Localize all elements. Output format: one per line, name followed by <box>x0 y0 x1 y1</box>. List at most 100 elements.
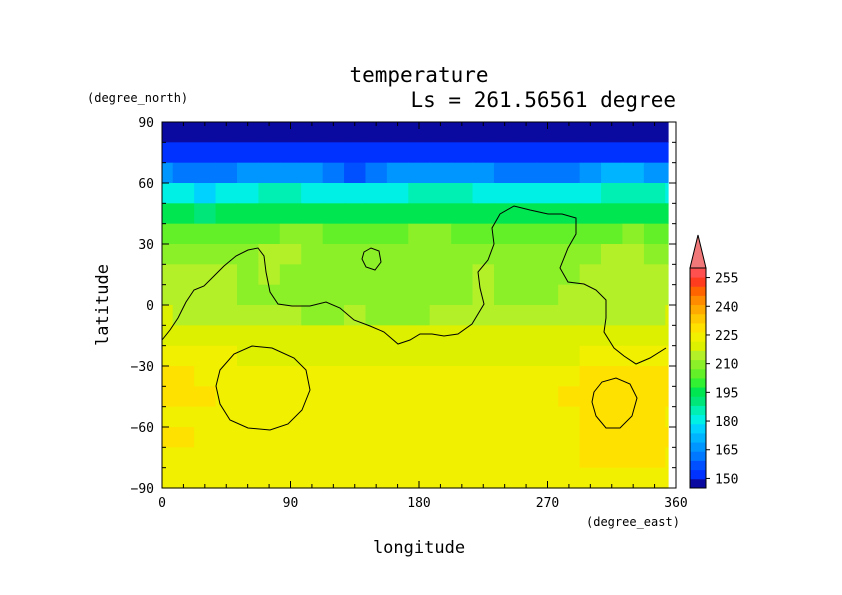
heatmap-cell <box>622 284 645 306</box>
heatmap-cell <box>472 427 495 448</box>
heatmap-cell <box>279 467 302 489</box>
heatmap-cell <box>172 142 195 164</box>
heatmap-cell <box>515 345 538 367</box>
heatmap-cell <box>386 162 409 184</box>
heatmap-cell <box>558 223 581 245</box>
heatmap-cell <box>365 203 388 225</box>
heatmap-cell <box>451 467 474 489</box>
heatmap-cell <box>558 183 581 204</box>
heatmap-cell <box>622 142 645 164</box>
heatmap-cell <box>386 305 409 326</box>
heatmap-cell <box>643 366 666 387</box>
heatmap-cell <box>643 142 666 164</box>
heatmap-cell <box>472 162 495 184</box>
heatmap-cell <box>215 325 238 347</box>
heatmap-cell <box>451 183 474 204</box>
heatmap-cell <box>279 284 302 306</box>
heatmap-cell <box>472 122 495 143</box>
heatmap-cell <box>622 203 645 225</box>
heatmap-cell <box>622 366 645 387</box>
heatmap-cell <box>258 447 281 469</box>
heatmap-cell <box>301 162 324 184</box>
heatmap-cell <box>665 325 669 347</box>
heatmap-cell <box>472 325 495 347</box>
heatmap-cell <box>301 406 324 428</box>
heatmap-cell <box>194 203 217 225</box>
heatmap-cell <box>622 386 645 408</box>
y-tick-label: 90 <box>138 116 154 131</box>
heatmap-cell <box>386 223 409 245</box>
heatmap-cell <box>162 223 174 245</box>
heatmap-cell <box>279 244 302 265</box>
plot-axes: 0 90 180 270 360 90 60 30 0 −30 −60 −90 <box>131 116 688 511</box>
heatmap-cell <box>622 427 645 448</box>
heatmap-cell <box>643 203 666 225</box>
heatmap-cell <box>451 345 474 367</box>
heatmap-cell <box>162 203 174 225</box>
heatmap-cell <box>536 142 559 164</box>
heatmap-cell <box>558 244 581 265</box>
heatmap-cell <box>162 427 174 448</box>
heatmap-cell <box>601 122 624 143</box>
heatmap-cell <box>258 386 281 408</box>
heatmap-cell <box>622 305 645 326</box>
heatmap-cell <box>472 366 495 387</box>
heatmap-cell <box>493 366 516 387</box>
heatmap-cell <box>236 325 259 347</box>
heatmap-cell <box>162 183 174 204</box>
heatmap-cell <box>172 284 195 306</box>
heatmap-cell <box>622 162 645 184</box>
heatmap-cell <box>236 203 259 225</box>
heatmap-cell <box>258 345 281 367</box>
heatmap-cell <box>365 183 388 204</box>
heatmap-cell <box>451 305 474 326</box>
heatmap-cell <box>665 223 669 245</box>
heatmap-cell <box>643 447 666 469</box>
heatmap-cell <box>493 345 516 367</box>
heatmap-cell <box>515 325 538 347</box>
heatmap-cell <box>558 264 581 286</box>
heatmap-cell <box>322 427 345 448</box>
colorbar-swatch <box>690 368 706 379</box>
heatmap-cell <box>258 305 281 326</box>
colorbar-swatch <box>690 286 706 296</box>
heatmap-cell <box>408 183 431 204</box>
heatmap-cell <box>365 142 388 164</box>
heatmap-cell <box>665 122 669 143</box>
heatmap-cell <box>215 244 238 265</box>
heatmap-cell <box>408 467 431 489</box>
heatmap-cell <box>386 183 409 204</box>
heatmap-cell <box>322 122 345 143</box>
heatmap-cell <box>215 223 238 245</box>
heatmap-cell <box>601 162 624 184</box>
heatmap-cell <box>429 427 452 448</box>
heatmap-cell <box>643 467 666 489</box>
colorbar-swatch <box>690 304 706 315</box>
heatmap-cell <box>279 142 302 164</box>
heatmap-cell <box>665 203 669 225</box>
heatmap-cell <box>515 427 538 448</box>
heatmap-cell <box>301 223 324 245</box>
heatmap-cell <box>344 183 367 204</box>
heatmap-cell <box>451 406 474 428</box>
heatmap-cell <box>236 183 259 204</box>
heatmap-cell <box>301 345 324 367</box>
heatmap-cell <box>515 122 538 143</box>
colorbar-swatch <box>690 359 706 370</box>
heatmap-cell <box>665 284 669 306</box>
heatmap-cell <box>236 122 259 143</box>
heatmap-cell <box>344 447 367 469</box>
colorbar-swatch <box>690 341 706 351</box>
heatmap-cell <box>493 467 516 489</box>
heatmap-cell <box>258 467 281 489</box>
heatmap-cell <box>536 284 559 306</box>
heatmap-cell <box>579 467 602 489</box>
heatmap-cell <box>301 305 324 326</box>
heatmap-cell <box>194 264 217 286</box>
heatmap-cell <box>643 386 666 408</box>
heatmap-cell <box>622 467 645 489</box>
heatmap-cell <box>472 264 495 286</box>
heatmap-cell <box>279 203 302 225</box>
heatmap-cell <box>429 122 452 143</box>
heatmap-cell <box>451 264 474 286</box>
